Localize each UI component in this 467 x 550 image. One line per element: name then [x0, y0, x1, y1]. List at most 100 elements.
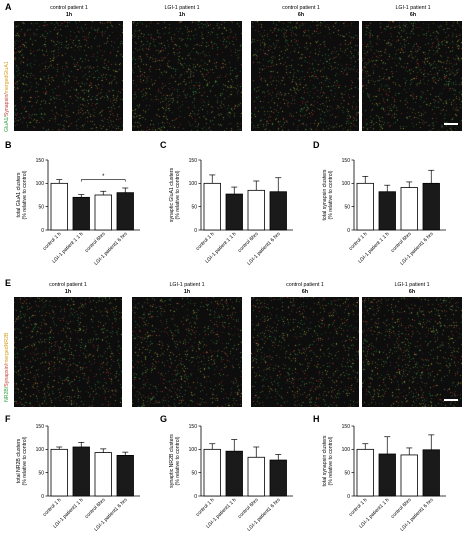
micrograph-texture: [14, 297, 122, 407]
y-tick-label: 100: [189, 447, 198, 453]
bar-chart-d: total synapsin clusters (% relative to co…: [322, 158, 446, 267]
y-tick-label: 150: [36, 158, 45, 164]
y-axis-label: (% relative to control): [328, 436, 334, 485]
micrograph-texture: [132, 21, 242, 131]
panel-letter-b: B: [5, 140, 12, 150]
channel-label-part: Synapsin/: [4, 363, 10, 387]
panel-letter-g: G: [160, 414, 168, 424]
bar-chart-f: total NR2B clusters (% relative to contro…: [16, 424, 140, 533]
image-title-line2: 1h: [64, 288, 72, 295]
bar: [116, 192, 134, 231]
x-tick-label: control 1 h: [195, 497, 216, 518]
image-title-a1: control patient 1 1h: [18, 5, 120, 18]
panel-letter-a: A: [5, 2, 12, 12]
bar: [247, 456, 265, 497]
micrograph-texture: [132, 297, 242, 407]
y-tick-label: 0: [194, 494, 197, 500]
x-tick-label: control 6hrs: [390, 231, 413, 254]
image-title-a4: LGI-1 patient 1 6h: [361, 5, 465, 18]
image-title-line2: 1h: [178, 11, 186, 18]
image-title-e2: LGI-1 patient 1 1h: [132, 282, 242, 295]
panel-letter-e: E: [5, 278, 12, 288]
y-axis-label: (% relative to control): [328, 170, 334, 219]
y-tick-label: 50: [344, 470, 350, 476]
y-axis-label: (% relative to control): [22, 436, 28, 485]
micrograph-e2: [132, 297, 242, 407]
image-title-line1: control patient 1: [50, 5, 88, 11]
y-tick-label: 100: [189, 181, 198, 187]
channel-label-part: merged: [4, 346, 10, 364]
micrograph-e1: [14, 297, 122, 407]
channel-label-part: NR2B/: [4, 386, 10, 402]
bar: [72, 446, 90, 497]
bar: [247, 189, 265, 231]
y-tick-label: 50: [38, 204, 44, 210]
micrograph-a4: [362, 21, 462, 131]
micrograph-a2: [132, 21, 242, 131]
x-tick-label: control 1 h: [42, 497, 63, 518]
y-tick-label: 100: [36, 447, 45, 453]
y-axis-label: synaptic NR2B clusters: [169, 434, 175, 488]
micrograph-e4: [362, 297, 462, 407]
micrograph-a3: [251, 21, 359, 131]
channel-label-part: NR2B: [4, 332, 10, 347]
image-title-line2: 6h: [408, 288, 416, 295]
x-tick-label: control 6hrs: [390, 497, 413, 520]
bar: [378, 191, 396, 231]
x-tick-label: control 1 h: [42, 231, 63, 252]
panel-letter-c: C: [160, 140, 167, 150]
y-tick-label: 0: [41, 494, 44, 500]
image-title-a3: control patient 1 6h: [249, 5, 353, 18]
image-title-line1: LGI-1 patient 1: [164, 5, 200, 11]
bar: [400, 187, 418, 231]
bar: [269, 459, 287, 497]
micrograph-texture: [251, 21, 359, 131]
y-axis-label: synaptic GluA1 clusters: [169, 167, 175, 222]
micrograph-a1: [14, 21, 123, 131]
bar: [203, 182, 221, 231]
x-tick-label: control 6hrs: [237, 497, 260, 520]
channel-label-part: GluA1/: [4, 116, 10, 132]
bar-chart-c: synaptic GluA1 clusters (% relative to co…: [169, 158, 293, 267]
image-title-e1: control patient 1 1h: [14, 282, 122, 295]
y-axis-label: (% relative to control): [22, 170, 28, 219]
image-title-line1: LGI-1 patient 1: [394, 282, 430, 288]
channel-label-e: NR2B/Synapsin/mergedNR2B: [4, 332, 10, 402]
y-tick-label: 150: [342, 158, 351, 164]
bar: [225, 193, 243, 231]
bar: [203, 448, 221, 497]
y-tick-label: 100: [342, 447, 351, 453]
x-tick-label: control 6hrs: [84, 231, 107, 254]
bar: [94, 452, 112, 497]
image-title-a2: LGI-1 patient 1 1h: [130, 5, 234, 18]
channel-label-a: GluA1/Synapsin/mergedGluA1: [4, 61, 10, 132]
y-tick-label: 50: [191, 470, 197, 476]
bar: [269, 191, 287, 231]
bar: [356, 182, 374, 231]
panel-letter-h: H: [313, 414, 320, 424]
image-title-line2: 6h: [409, 11, 417, 18]
micrograph-e3: [251, 297, 359, 407]
image-title-line1: control patient 1: [49, 282, 87, 288]
channel-label-part: GluA1: [4, 61, 10, 76]
y-axis-label: total NR2B clusters: [16, 438, 22, 483]
bar: [422, 449, 440, 497]
panel-letter-f: F: [5, 414, 11, 424]
image-title-e4: LGI-1 patient 1 6h: [362, 282, 462, 295]
y-tick-label: 0: [347, 228, 350, 234]
bar: [50, 448, 68, 497]
image-title-line2: 6h: [297, 11, 305, 18]
bar: [356, 448, 374, 497]
y-tick-label: 0: [41, 228, 44, 234]
micrograph-texture: [362, 297, 462, 407]
bar: [378, 453, 396, 497]
image-title-line1: control patient 1: [282, 5, 320, 11]
bar-chart-b: total GluA1 clusters (% relative to contr…: [16, 158, 140, 267]
bar: [400, 454, 418, 497]
x-tick-label: control 1 h: [348, 231, 369, 252]
x-tick-label: control 1 h: [348, 497, 369, 518]
image-title-line1: LGI-1 patient 1: [169, 282, 205, 288]
bar: [72, 196, 90, 231]
significance-star: *: [102, 174, 105, 180]
y-tick-label: 150: [189, 424, 198, 430]
